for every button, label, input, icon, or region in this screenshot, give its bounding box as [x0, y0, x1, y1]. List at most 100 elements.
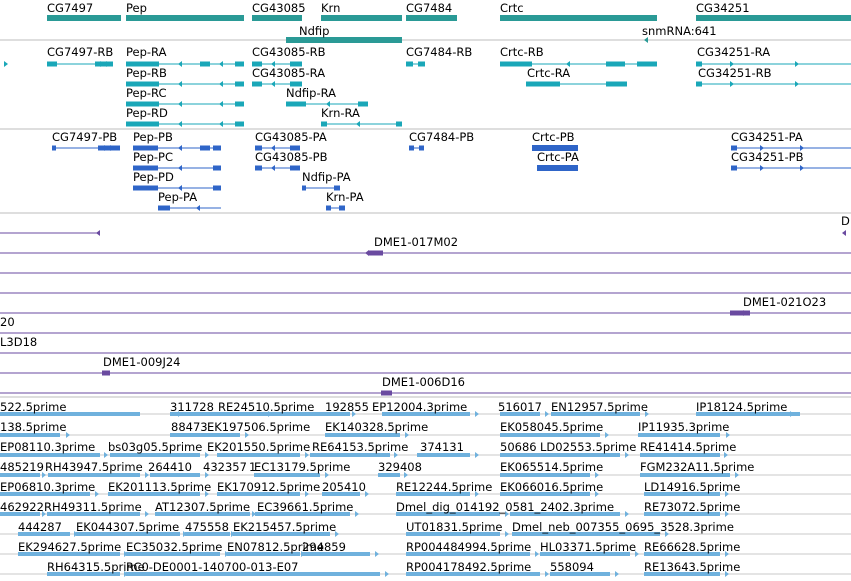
est-arrow[interactable] [42, 511, 46, 517]
est-bar[interactable] [417, 453, 470, 457]
est-bar[interactable] [150, 473, 200, 477]
est-arrow[interactable] [66, 432, 70, 438]
transcript-cg34251-ra-arrow[interactable] [730, 61, 734, 67]
cds-ndfip-pa-exon[interactable] [334, 185, 340, 191]
est-arrow[interactable] [355, 511, 359, 517]
transcript-cg43085-rb-exon[interactable] [252, 61, 262, 67]
est-bar[interactable] [510, 512, 620, 516]
est-bar[interactable] [500, 433, 600, 437]
cds-crtc-pa-bar[interactable] [537, 165, 578, 171]
transcript-pep-rb-arrow[interactable] [178, 81, 182, 87]
est-arrow[interactable] [104, 452, 108, 458]
est-arrow[interactable] [475, 452, 479, 458]
est-arrow[interactable] [124, 571, 128, 577]
est-arrow[interactable] [545, 571, 549, 577]
est-arrow[interactable] [545, 411, 549, 417]
est-arrow[interactable] [725, 511, 729, 517]
est-arrow[interactable] [301, 551, 305, 557]
est-bar[interactable] [18, 532, 70, 536]
transcript-cg7497-rb-arrow[interactable] [100, 61, 104, 67]
est-bar[interactable] [47, 512, 140, 516]
gene-bar[interactable] [406, 15, 457, 21]
est-arrow[interactable] [505, 531, 509, 537]
est-arrow[interactable] [205, 472, 209, 478]
cds-cg7497-pb-arrow[interactable] [110, 145, 114, 151]
transcript-cg43085-ra-arrow[interactable] [271, 81, 275, 87]
transcript-crtc-ra-exon[interactable] [526, 81, 560, 87]
est-bar[interactable] [0, 412, 140, 416]
transcript-pep-ra-arrow[interactable] [178, 61, 182, 67]
est-arrow[interactable] [505, 511, 509, 517]
est-arrow[interactable] [205, 452, 209, 458]
cds-cg43085-pa-exon[interactable] [290, 145, 300, 151]
est-arrow[interactable] [305, 452, 309, 458]
transcript-pep-ra-exon[interactable] [200, 61, 210, 67]
est-arrow[interactable] [183, 531, 187, 537]
transcript-pep-rc-exon[interactable] [235, 101, 244, 107]
est-arrow[interactable] [405, 432, 409, 438]
est-arrow[interactable] [124, 551, 128, 557]
est-arrow[interactable] [726, 432, 730, 438]
est-arrow[interactable] [735, 472, 739, 478]
est-bar[interactable] [551, 412, 640, 416]
est-bar[interactable] [0, 512, 40, 516]
gene-bar[interactable] [47, 15, 121, 21]
transcript-crtc-rb-exon[interactable] [500, 61, 532, 67]
est-bar[interactable] [302, 552, 370, 556]
clone-bar[interactable] [368, 250, 383, 256]
est-bar[interactable] [406, 572, 540, 576]
transcript-cg34251-rb-arrow[interactable] [730, 81, 734, 87]
transcript-pep-rc-arrow[interactable] [178, 101, 182, 107]
transcript-cg7484-rb-exon[interactable] [406, 61, 413, 67]
est-arrow[interactable] [205, 491, 209, 497]
transcript-cg34251-rb-arrow[interactable] [795, 81, 799, 87]
transcript-pep-rb-exon[interactable] [126, 81, 159, 87]
est-arrow[interactable] [365, 491, 369, 497]
transcript-pep-rc-exon[interactable] [126, 101, 159, 107]
transcript-crtc-rb-exon[interactable] [606, 61, 625, 67]
est-bar[interactable] [500, 412, 540, 416]
est-arrow[interactable] [385, 571, 389, 577]
est-bar[interactable] [0, 473, 40, 477]
est-bar[interactable] [500, 453, 620, 457]
est-bar[interactable] [170, 412, 350, 416]
clone-bar[interactable] [381, 390, 392, 396]
transcript-crtc-ra-exon[interactable] [606, 81, 627, 87]
transcript-pep-rc-arrow[interactable] [219, 101, 223, 107]
est-arrow[interactable] [635, 551, 639, 557]
est-bar[interactable] [500, 492, 590, 496]
est-bar[interactable] [644, 512, 720, 516]
cds-pep-pd-exon[interactable] [213, 185, 221, 191]
est-arrow[interactable] [535, 551, 539, 557]
est-bar[interactable] [126, 572, 380, 576]
est-arrow[interactable] [375, 551, 379, 557]
gene-bar[interactable] [500, 15, 657, 21]
transcript-crtc-rb-exon[interactable] [637, 61, 657, 67]
est-arrow[interactable] [42, 472, 46, 478]
transcript-pep-rd-exon[interactable] [126, 121, 159, 127]
est-arrow[interactable] [178, 411, 182, 417]
cds-pep-pb-exon[interactable] [213, 145, 221, 151]
est-bar[interactable] [310, 453, 390, 457]
est-arrow[interactable] [252, 511, 256, 517]
est-arrow[interactable] [231, 531, 235, 537]
est-bar[interactable] [233, 532, 330, 536]
transcript-pep-ra-exon[interactable] [126, 61, 159, 67]
est-bar[interactable] [382, 412, 470, 416]
transcript-cg43085-rb-exon[interactable] [290, 61, 302, 67]
cds-krn-pa-exon[interactable] [326, 205, 331, 211]
est-arrow[interactable] [725, 551, 729, 557]
cds-cg43085-pa-exon[interactable] [255, 145, 262, 151]
est-bar[interactable] [185, 532, 230, 536]
est-bar[interactable] [18, 552, 120, 556]
transcript-cg34251-ra-arrow[interactable] [795, 61, 799, 67]
est-arrow[interactable] [595, 491, 599, 497]
transcript-pep-rd-arrow[interactable] [178, 121, 182, 127]
clone-arrow[interactable] [365, 250, 369, 256]
est-bar[interactable] [512, 532, 660, 536]
gene-bar[interactable] [696, 15, 851, 21]
cds-cg34251-pb-exon[interactable] [731, 165, 737, 171]
est-bar[interactable] [76, 532, 180, 536]
est-bar[interactable] [640, 473, 730, 477]
transcript-ndfip-ra-exon[interactable] [358, 101, 368, 107]
